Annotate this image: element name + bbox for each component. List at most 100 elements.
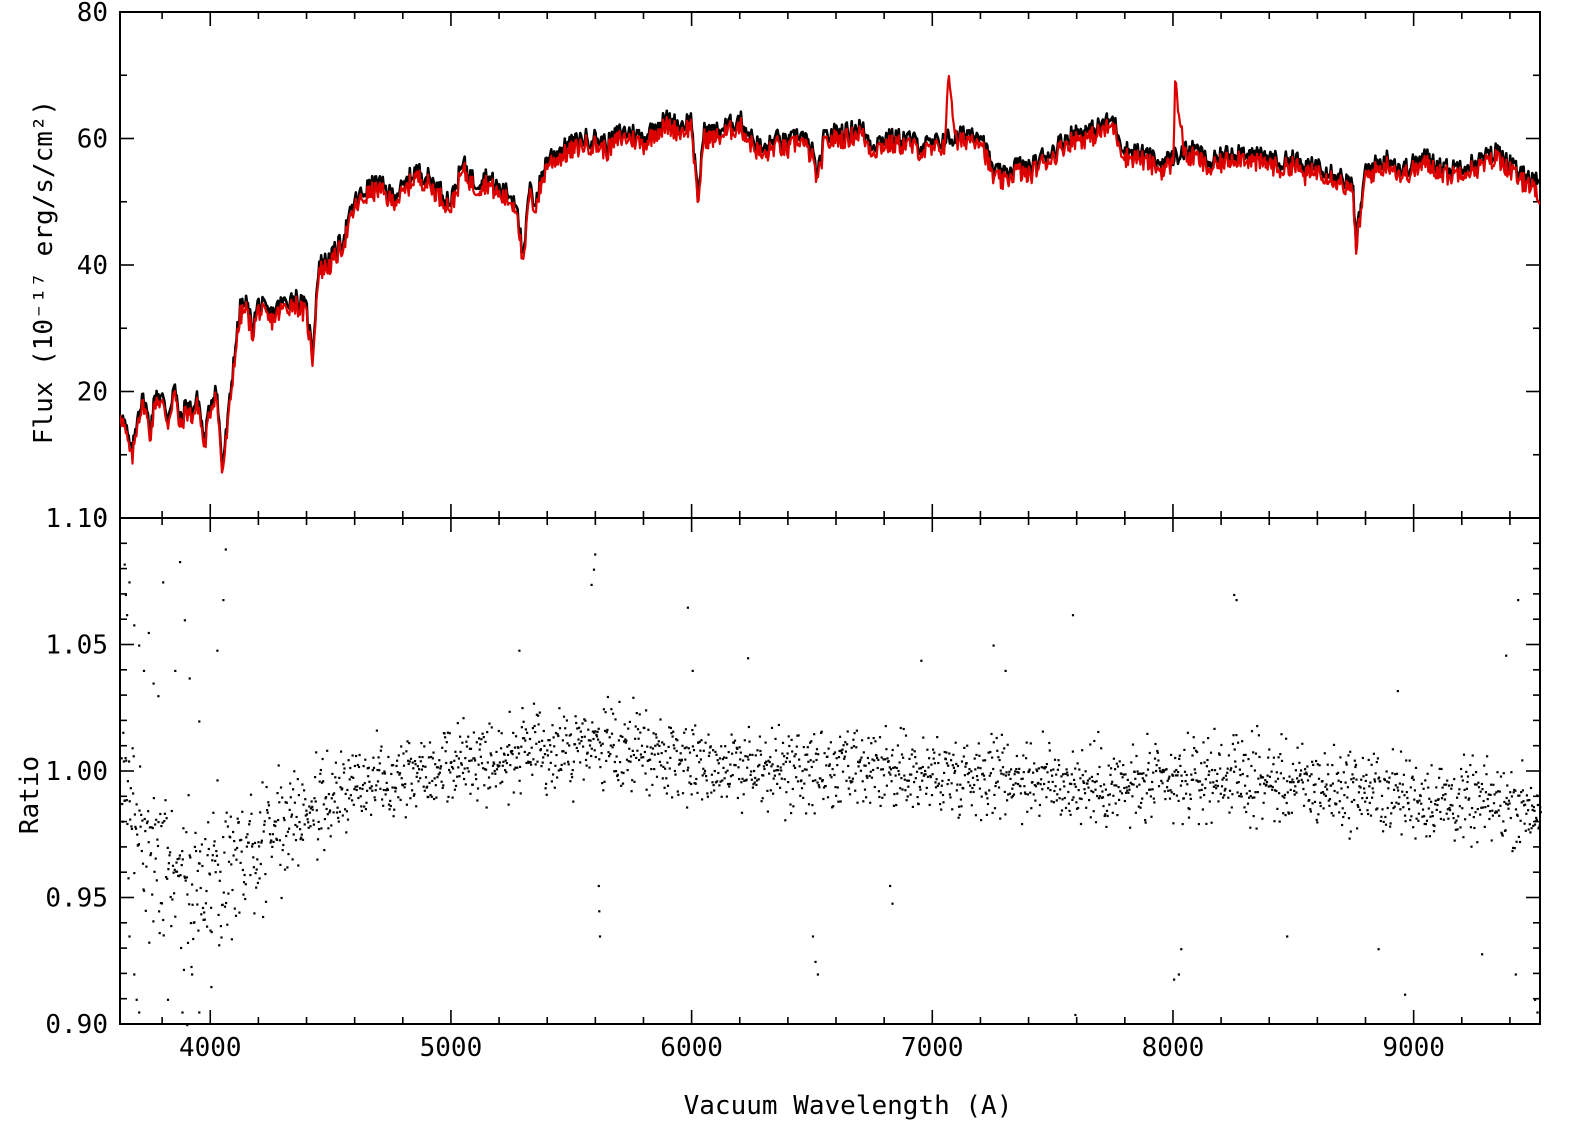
ratio-point (816, 781, 819, 784)
ratio-point (915, 770, 919, 773)
ratio-point (821, 779, 824, 782)
ratio-point (939, 791, 942, 794)
ratio-point (606, 728, 609, 731)
ratio-point (489, 786, 492, 789)
axis-labels: Flux (10⁻¹⁷ erg/s/cm²) Ratio Vacuum Wave… (15, 100, 1012, 1121)
ratio-point (780, 777, 783, 780)
ratio-point (1322, 807, 1325, 810)
ratio-point (409, 797, 412, 800)
ratio-point (1045, 763, 1048, 766)
ratio-point (671, 796, 674, 799)
ratio-point (215, 854, 218, 857)
ratio-point (1248, 789, 1251, 793)
ratio-point (803, 782, 806, 785)
ratio-point (558, 707, 561, 710)
ratio-outlier-point (1517, 599, 1520, 602)
ratio-point (875, 754, 878, 757)
ratio-point (221, 903, 224, 906)
ratio-point (663, 786, 666, 789)
ratio-point (1047, 780, 1050, 784)
ratio-point (360, 805, 363, 808)
ratio-point (1056, 793, 1059, 796)
ratio-point (797, 734, 800, 737)
ratio-point (305, 809, 308, 812)
ratio-point (1213, 769, 1217, 772)
ratio-point (534, 763, 537, 766)
ratio-point (1033, 784, 1036, 787)
ratio-point (1114, 768, 1117, 771)
ratio-point (350, 775, 353, 778)
ratio-point (1529, 831, 1532, 834)
ratio-point (467, 770, 470, 773)
ratio-point (1140, 772, 1143, 775)
ratio-point (575, 746, 578, 750)
ratio-point (1147, 761, 1150, 765)
flux-plot-frame (119, 11, 1541, 519)
ratio-point (1272, 763, 1275, 766)
ratio-point (348, 778, 351, 781)
ratio-point (526, 731, 529, 734)
ratio-point (858, 760, 861, 763)
ratio-point (653, 753, 656, 756)
ratio-point (446, 800, 449, 803)
ratio-point (891, 748, 894, 752)
ratio-point (324, 797, 327, 800)
ratio-point (1412, 826, 1415, 829)
ratio-point (1485, 773, 1488, 776)
ratio-point (390, 764, 393, 767)
ratio-point (1452, 817, 1455, 820)
ratio-point (1024, 792, 1027, 795)
ratio-point (178, 854, 181, 857)
ratio-point (564, 727, 567, 730)
ratio-point (1490, 783, 1493, 786)
ratio-point (918, 785, 921, 788)
ratio-point (1433, 824, 1436, 828)
ratio-point (1501, 834, 1504, 837)
ratio-point (1397, 802, 1400, 805)
ratio-point (1526, 799, 1529, 802)
ratio-point (717, 771, 720, 775)
ratio-point (334, 761, 337, 764)
ratio-point (764, 761, 767, 765)
ratio-point (833, 773, 836, 777)
ratio-point (1481, 806, 1485, 809)
ratio-point (545, 782, 548, 785)
ratio-point (1453, 839, 1456, 842)
ratio-point (512, 731, 515, 734)
ratio-point (665, 792, 668, 795)
ratio-point (553, 786, 556, 789)
ratio-point (514, 766, 517, 769)
ratio-point (624, 741, 627, 744)
ratio-point (1469, 826, 1472, 829)
ratio-point (1179, 784, 1182, 787)
ratio-point (899, 787, 902, 790)
ratio-point (196, 869, 199, 872)
ratio-point (994, 785, 997, 788)
ratio-point (389, 804, 392, 808)
ratio-point (309, 807, 313, 810)
ratio-point (919, 767, 923, 770)
ratio-point (1198, 780, 1202, 783)
ratio-point (1404, 820, 1407, 823)
ratio-point (449, 771, 452, 774)
ratio-point (233, 907, 236, 910)
ratio-point (696, 791, 699, 794)
ratio-point (535, 742, 538, 745)
ratio-point (1169, 789, 1172, 792)
ratio-point (1045, 796, 1048, 799)
ratio-point (158, 910, 161, 913)
ratio-point (1357, 791, 1360, 794)
ratio-point (1006, 799, 1009, 802)
ratio-point (1435, 808, 1438, 811)
ratio-point (1421, 815, 1424, 818)
ratio-point (240, 850, 243, 853)
ratio-point (1216, 784, 1219, 787)
ratio-point (785, 791, 788, 794)
ratio-point (404, 783, 407, 786)
ratio-point (404, 816, 407, 819)
ratio-point (1386, 780, 1389, 783)
ratio-point (381, 772, 384, 775)
ratio-point (1245, 792, 1248, 795)
ratio-point (549, 761, 552, 764)
ratio-point (1453, 778, 1456, 781)
